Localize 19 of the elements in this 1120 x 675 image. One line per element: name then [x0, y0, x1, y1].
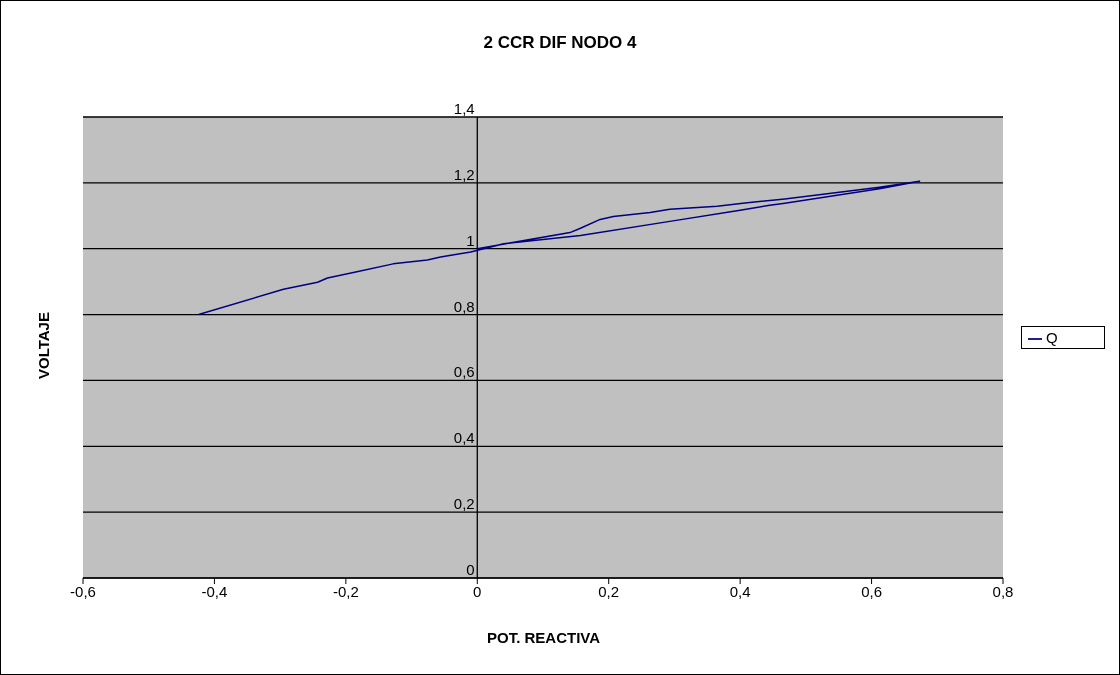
y-tick-label: 1,4 [453, 100, 475, 117]
y-tick-label: 1,2 [453, 165, 475, 183]
x-tick-label: 0,2 [598, 582, 620, 600]
x-tick-label: -0,6 [70, 582, 96, 600]
x-tick-label: 0,8 [992, 582, 1014, 600]
y-tick-label: 1 [466, 231, 475, 249]
y-tick-label: 0,2 [453, 495, 475, 513]
y-tick-label: 0,8 [453, 297, 475, 315]
x-axis-title: POT. REACTIVA [485, 629, 602, 646]
y-axis-title: VOLTAJE [34, 311, 52, 381]
x-tick-label: -0,4 [201, 582, 228, 600]
y-tick-label: 0,6 [453, 363, 475, 381]
x-tick-label: 0,6 [861, 582, 882, 600]
chart-title: 2 CCR DIF NODO 4 [482, 33, 638, 53]
x-tick-label: 0,4 [729, 582, 751, 600]
legend-label: Q [1046, 328, 1058, 346]
y-tick-label: 0,4 [453, 429, 475, 447]
x-tick-label: -0,2 [332, 582, 359, 600]
y-tick-label: 0 [466, 561, 475, 578]
